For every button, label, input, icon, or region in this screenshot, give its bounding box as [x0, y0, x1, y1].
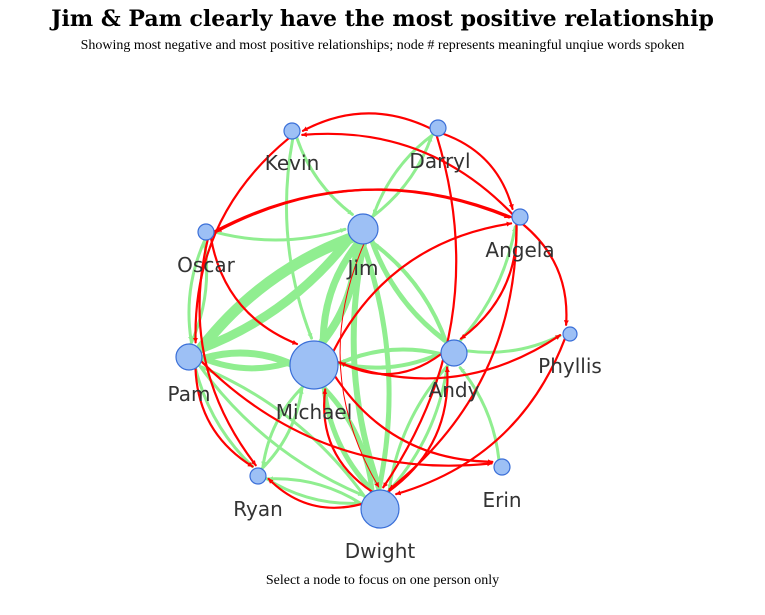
- chart-subtitle: Showing most negative and most positive …: [80, 38, 685, 53]
- node-circle-jim[interactable]: [347, 213, 379, 245]
- node-circle-darryl[interactable]: [429, 119, 447, 137]
- node-ryan[interactable]: Ryan: [233, 467, 283, 521]
- edge-negative-jim-dwight: [339, 243, 380, 488]
- node-dwight[interactable]: Dwight: [345, 489, 416, 563]
- node-oscar[interactable]: Oscar: [177, 223, 236, 277]
- node-label-oscar: Oscar: [177, 253, 235, 277]
- edge-positive-pam-jim: [195, 235, 353, 354]
- node-label-michael: Michael: [276, 400, 353, 424]
- edge-negative-darryl-angela: [442, 132, 514, 210]
- node-pam[interactable]: Pam: [168, 343, 211, 406]
- edge-positive-kevin-jim: [295, 136, 354, 216]
- node-circle-michael[interactable]: [289, 340, 339, 390]
- node-darryl[interactable]: Darryl: [409, 119, 471, 173]
- node-kevin[interactable]: Kevin: [265, 122, 320, 175]
- edge-negative-angela-phyllis: [522, 223, 569, 326]
- edge-positive-pam-michael: [199, 354, 291, 372]
- edge-positive-jim-darryl: [370, 135, 433, 219]
- edge-positive-darryl-jim: [372, 132, 435, 216]
- edge-positive-andy-jim: [371, 241, 449, 345]
- edge-negative-pam-ryan: [194, 367, 254, 468]
- node-label-angela: Angela: [485, 238, 554, 262]
- edge-negative-dwight-andy: [387, 366, 450, 493]
- node-label-pam: Pam: [168, 382, 211, 406]
- edge-negative-angela-dwight: [388, 223, 518, 491]
- node-circle-kevin[interactable]: [283, 122, 301, 140]
- edge-positive-dwight-pam: [200, 365, 367, 499]
- node-label-darryl: Darryl: [409, 149, 470, 173]
- node-circle-ryan[interactable]: [249, 467, 267, 485]
- chart-title: Jim & Pam clearly have the most positive…: [51, 6, 714, 32]
- edge-positive-michael-jim: [318, 241, 361, 347]
- edge-negative-phyllis-dwight: [395, 337, 566, 496]
- edge-negative-oscar-ryan: [198, 238, 257, 467]
- node-circle-angela[interactable]: [511, 208, 529, 226]
- node-label-kevin: Kevin: [265, 151, 320, 175]
- edge-positive-michael-dwight: [321, 384, 374, 492]
- edge-positive-andy-phyllis: [465, 334, 562, 354]
- edge-positive-oscar-pam: [187, 238, 207, 343]
- edge-positive-oscar-jim: [212, 227, 347, 242]
- edge-negative-angela-kevin: [301, 132, 514, 216]
- node-circle-oscar[interactable]: [197, 223, 215, 241]
- edge-positive-ryan-michael: [260, 387, 304, 471]
- edge-positive-andy-michael: [338, 347, 443, 365]
- edge-positive-jim-pam: [196, 232, 357, 353]
- node-circle-andy[interactable]: [440, 339, 468, 367]
- node-label-andy: Andy: [429, 378, 480, 402]
- node-angela[interactable]: Angela: [485, 208, 555, 262]
- node-phyllis[interactable]: Phyllis: [538, 326, 602, 378]
- node-andy[interactable]: Andy: [429, 339, 480, 402]
- edge-positive-pam-ryan: [194, 366, 254, 468]
- edge-negative-dwight-michael: [322, 388, 374, 493]
- edge-negative-kevin-pam: [192, 137, 290, 344]
- node-label-erin: Erin: [482, 488, 521, 512]
- edge-positive-michael-pam: [201, 349, 294, 367]
- node-erin[interactable]: Erin: [482, 458, 522, 512]
- nodes-group: Kevin Darryl Angela Oscar Jim Phyllis Pam Micha…: [168, 119, 602, 563]
- edge-negative-oscar-michael: [209, 237, 299, 346]
- edge-positive-dwight-ryan: [267, 476, 364, 506]
- edge-positive-dwight-michael: [322, 387, 375, 495]
- edge-positive-pam-dwight: [197, 363, 365, 497]
- edge-positive-erin-andy: [458, 366, 501, 462]
- edge-positive-jim-michael: [319, 239, 362, 344]
- node-circle-dwight[interactable]: [360, 489, 400, 529]
- node-michael[interactable]: Michael: [276, 340, 353, 424]
- edge-negative-pam-erin: [200, 360, 493, 467]
- edge-negative-darryl-kevin: [301, 112, 432, 132]
- node-circle-phyllis[interactable]: [562, 326, 578, 342]
- node-circle-pam[interactable]: [175, 343, 203, 371]
- node-label-dwight: Dwight: [345, 539, 416, 563]
- edge-positive-michael-ryan: [261, 384, 305, 468]
- edge-negative-darryl-dwight: [382, 134, 458, 489]
- node-jim[interactable]: Jim: [346, 213, 379, 280]
- edge-positive-andy-angela: [458, 225, 517, 343]
- edge-negative-andy-michael: [339, 353, 443, 376]
- node-circle-erin[interactable]: [493, 458, 511, 476]
- node-label-phyllis: Phyllis: [538, 354, 602, 378]
- node-label-jim: Jim: [346, 256, 379, 280]
- negative-edges: [192, 112, 569, 509]
- edge-positive-jim-andy: [369, 238, 447, 343]
- footer-instruction: Select a node to focus on one person onl…: [265, 573, 500, 588]
- edge-negative-oscar-angela: [212, 188, 511, 233]
- edge-negative-michael-angela: [332, 221, 513, 353]
- edge-negative-dwight-ryan: [267, 477, 363, 509]
- edge-positive-dwight-andy: [386, 366, 449, 494]
- edge-positive-kevin-michael: [284, 137, 313, 340]
- node-label-ryan: Ryan: [233, 497, 283, 521]
